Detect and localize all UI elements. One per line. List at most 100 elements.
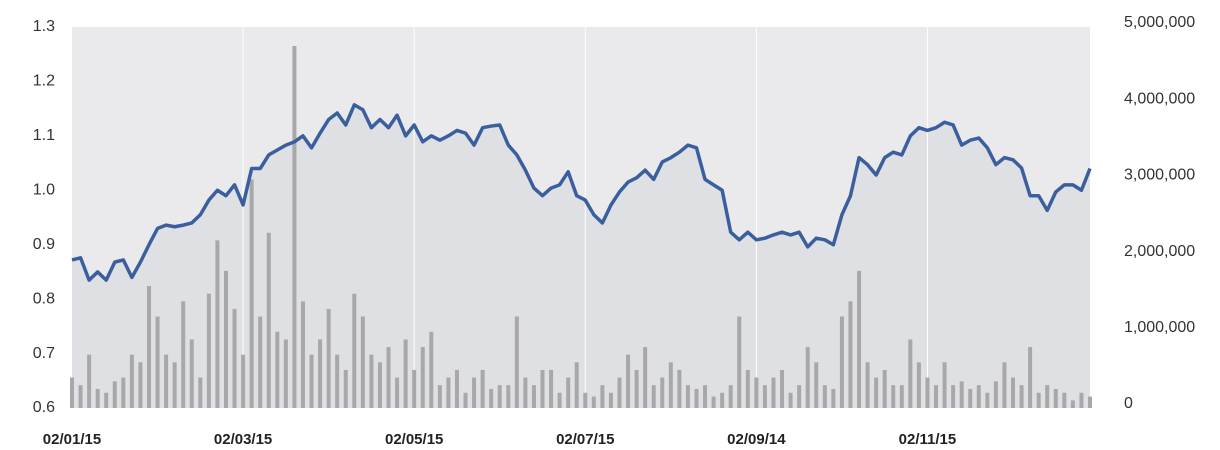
y-tick-label: 1.1 bbox=[33, 127, 55, 144]
x-tick-label: 02/05/15 bbox=[385, 431, 443, 448]
volume-bar bbox=[831, 388, 836, 408]
volume-bar bbox=[797, 385, 802, 408]
volume-bar bbox=[651, 385, 656, 408]
volume-bar bbox=[925, 377, 930, 408]
volume-bar bbox=[668, 362, 673, 408]
x-tick-label: 02/01/15 bbox=[43, 431, 101, 448]
volume-bar bbox=[335, 354, 340, 408]
y-tick-label: 1.2 bbox=[33, 73, 55, 90]
volume-bar bbox=[189, 339, 194, 408]
volume-bar bbox=[1011, 377, 1016, 408]
x-tick-label: 02/07/15 bbox=[556, 431, 614, 448]
price-line bbox=[71, 103, 1092, 282]
volume-bar bbox=[104, 392, 109, 408]
volume-bar bbox=[258, 316, 263, 408]
volume-bar bbox=[523, 377, 528, 408]
volume-bar bbox=[198, 377, 203, 408]
volume-bar bbox=[934, 385, 939, 408]
volume-bar bbox=[275, 331, 280, 408]
volume-bar bbox=[959, 381, 964, 408]
volume-bar bbox=[70, 377, 74, 408]
volume-bar bbox=[531, 385, 536, 408]
y-tick-label: 0.9 bbox=[33, 236, 55, 253]
volume-bar bbox=[754, 377, 759, 408]
volume-bar bbox=[762, 385, 767, 408]
volume-bar bbox=[711, 396, 716, 408]
volume-bar bbox=[728, 385, 733, 408]
volume-bar bbox=[660, 377, 665, 408]
volume-bar bbox=[617, 377, 622, 408]
volume-bar bbox=[908, 339, 913, 408]
y2-tick-label: 1,000,000 bbox=[1124, 319, 1195, 336]
volume-bar bbox=[882, 369, 887, 408]
volume-bar bbox=[899, 385, 904, 408]
volume-bar bbox=[223, 270, 228, 408]
volume-bar bbox=[454, 369, 459, 408]
volume-bar bbox=[788, 392, 793, 408]
volume-bar bbox=[360, 316, 365, 408]
volume-bar bbox=[608, 392, 613, 408]
volume-bar bbox=[266, 232, 271, 408]
volume-bar bbox=[172, 362, 177, 408]
volume-bar bbox=[891, 385, 896, 408]
volume-bar bbox=[1028, 347, 1033, 408]
volume-bar bbox=[446, 377, 451, 408]
volume-bar bbox=[805, 347, 810, 408]
line-area bbox=[72, 104, 1090, 408]
volume-bar bbox=[369, 354, 374, 408]
volume-bar bbox=[822, 385, 827, 408]
volume-bar bbox=[737, 316, 742, 408]
volume-bar bbox=[155, 316, 160, 408]
volume-bar bbox=[87, 354, 92, 408]
volume-bar bbox=[626, 354, 631, 408]
volume-bar bbox=[420, 347, 425, 408]
volume-bar bbox=[848, 301, 853, 408]
volume-bar bbox=[1062, 392, 1067, 408]
y2-tick-label: 2,000,000 bbox=[1124, 243, 1195, 260]
volume-bar bbox=[206, 293, 211, 408]
volume-bar bbox=[112, 381, 117, 408]
y-tick-label: 0.8 bbox=[33, 290, 55, 307]
volume-bar bbox=[540, 369, 545, 408]
volume-bar bbox=[181, 301, 186, 408]
volume-bar bbox=[463, 392, 468, 408]
volume-bar bbox=[600, 385, 605, 408]
volume-bar bbox=[745, 369, 750, 408]
volume-bar bbox=[318, 339, 323, 408]
volume-bar bbox=[1036, 392, 1041, 408]
volume-bar bbox=[839, 316, 844, 408]
volume-bar bbox=[292, 46, 297, 409]
x-tick-label: 02/09/14 bbox=[727, 431, 786, 448]
volume-bar bbox=[566, 377, 571, 408]
y2-tick-label: 4,000,000 bbox=[1124, 90, 1195, 107]
volume-bar bbox=[557, 392, 562, 408]
volume-bar bbox=[1053, 388, 1058, 408]
volume-bar bbox=[377, 362, 382, 408]
volume-bar bbox=[215, 240, 220, 408]
volume-bar bbox=[309, 354, 314, 408]
x-tick-label: 02/11/15 bbox=[899, 431, 957, 448]
volume-bar bbox=[685, 385, 690, 408]
volume-bar bbox=[1070, 400, 1075, 408]
volume-bar bbox=[506, 385, 511, 408]
volume-bar bbox=[497, 385, 502, 408]
volume-bar bbox=[720, 392, 725, 408]
volume-bar bbox=[241, 354, 246, 408]
x-tick-label: 02/03/15 bbox=[214, 431, 272, 448]
volume-bar bbox=[780, 369, 785, 408]
volume-bar bbox=[694, 388, 699, 408]
volume-bar bbox=[1019, 385, 1024, 408]
volume-bar bbox=[95, 388, 100, 408]
volume-bar bbox=[489, 388, 494, 408]
volume-bar bbox=[249, 179, 254, 408]
volume-bar bbox=[300, 301, 305, 408]
y-tick-label: 1.0 bbox=[33, 182, 55, 199]
volume-bar bbox=[1002, 362, 1007, 408]
volume-bar bbox=[138, 362, 143, 408]
volume-bar bbox=[164, 354, 169, 408]
volume-bar bbox=[857, 270, 862, 408]
y2-tick-label: 0 bbox=[1124, 395, 1133, 412]
volume-bar bbox=[437, 385, 442, 408]
volume-bar bbox=[591, 396, 596, 408]
